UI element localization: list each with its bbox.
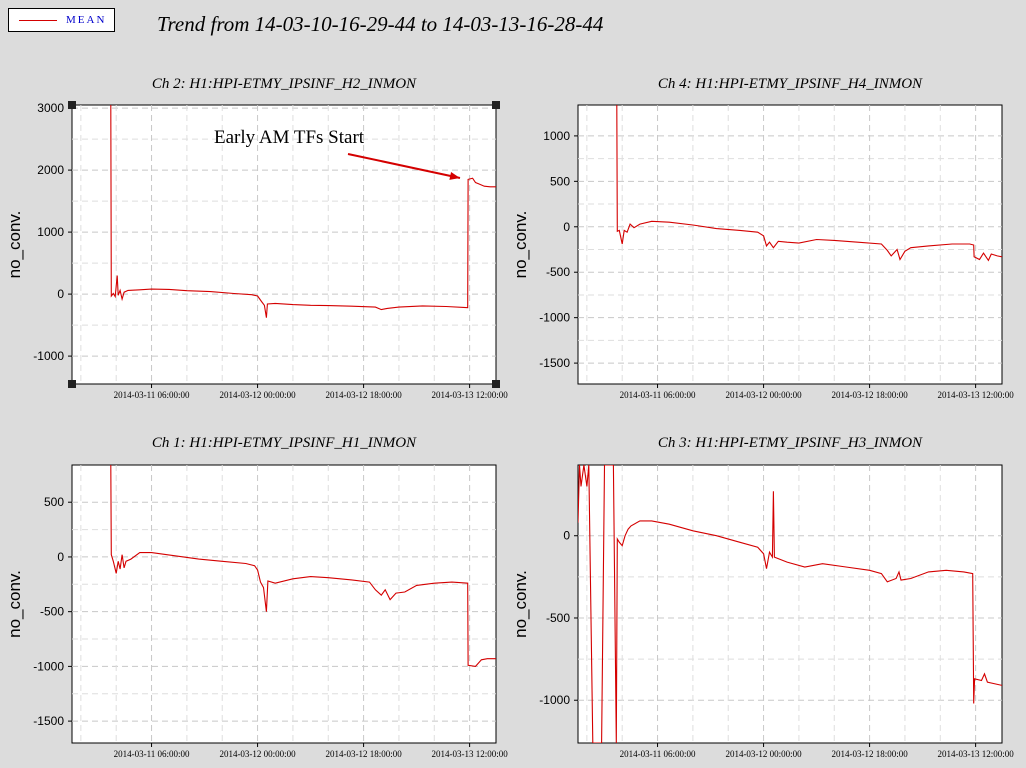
y-tick-label: 0 xyxy=(563,220,570,234)
x-tick-label: 2014-03-13 12:00:00 xyxy=(431,390,508,400)
y-tick-label: -1000 xyxy=(33,349,64,363)
chart-panel-1: Ch 2: H1:HPI-ETMY_IPSINF_H2_INMON no_conv… xyxy=(5,76,508,400)
selection-handle[interactable] xyxy=(492,380,500,388)
x-tick-label: 2014-03-12 00:00:00 xyxy=(725,749,802,759)
x-tick-label: 2014-03-12 18:00:00 xyxy=(325,390,402,400)
y-tick-label: 0 xyxy=(563,529,570,543)
y-tick-label: 1000 xyxy=(37,225,64,239)
legend-line-swatch xyxy=(19,20,57,21)
main-title: Trend from 14-03-10-16-29-44 to 14-03-13… xyxy=(157,12,604,36)
chart-panel-2: Ch 4: H1:HPI-ETMY_IPSINF_H4_INMON no_conv… xyxy=(511,76,1014,400)
x-tick-label: 2014-03-12 18:00:00 xyxy=(831,390,908,400)
legend: MEAN xyxy=(8,8,115,32)
x-tick-label: 2014-03-12 18:00:00 xyxy=(325,749,402,759)
y-axis-label: no_conv. xyxy=(5,211,24,279)
x-tick-label: 2014-03-12 00:00:00 xyxy=(219,390,296,400)
y-tick-label: -1500 xyxy=(539,356,570,370)
x-tick-label: 2014-03-11 06:00:00 xyxy=(620,749,696,759)
chart-title: Ch 1: H1:HPI-ETMY_IPSINF_H1_INMON xyxy=(152,435,417,451)
plot-area xyxy=(71,104,497,385)
x-tick-label: 2014-03-12 18:00:00 xyxy=(831,749,908,759)
annotation-arrowhead xyxy=(449,171,460,180)
y-tick-label: 0 xyxy=(57,550,64,564)
chart-title: Ch 2: H1:HPI-ETMY_IPSINF_H2_INMON xyxy=(152,76,417,92)
y-tick-label: 1000 xyxy=(543,129,570,143)
legend-label: MEAN xyxy=(66,14,107,26)
x-tick-label: 2014-03-13 12:00:00 xyxy=(937,390,1014,400)
y-axis-label: no_conv. xyxy=(511,211,530,279)
x-tick-label: 2014-03-11 06:00:00 xyxy=(620,390,696,400)
y-tick-label: 3000 xyxy=(37,101,64,115)
series-line-mean xyxy=(578,465,1002,743)
y-tick-label: 2000 xyxy=(37,163,64,177)
y-tick-label: -500 xyxy=(546,611,570,625)
plot-area xyxy=(577,464,1003,744)
chart-panel-4: Ch 3: H1:HPI-ETMY_IPSINF_H3_INMON no_conv… xyxy=(511,435,1014,759)
series-line-mean xyxy=(110,105,496,318)
x-tick-label: 2014-03-13 12:00:00 xyxy=(431,749,508,759)
y-tick-label: 500 xyxy=(44,495,64,509)
y-axis-label: no_conv. xyxy=(5,570,24,638)
plot-area xyxy=(577,104,1003,385)
y-tick-label: -500 xyxy=(40,605,64,619)
y-tick-label: -1500 xyxy=(33,714,64,728)
x-tick-label: 2014-03-13 12:00:00 xyxy=(937,749,1014,759)
chart-title: Ch 4: H1:HPI-ETMY_IPSINF_H4_INMON xyxy=(658,76,923,92)
y-tick-label: -1000 xyxy=(33,659,64,673)
plot-area xyxy=(71,464,497,744)
annotation-arrow xyxy=(347,153,461,179)
x-tick-label: 2014-03-12 00:00:00 xyxy=(219,749,296,759)
x-tick-label: 2014-03-11 06:00:00 xyxy=(114,390,190,400)
selection-handle[interactable] xyxy=(492,101,500,109)
y-tick-label: -500 xyxy=(546,265,570,279)
annotation-text: Early AM TFs Start xyxy=(214,127,365,148)
y-tick-label: 500 xyxy=(550,174,570,188)
x-tick-label: 2014-03-12 00:00:00 xyxy=(725,390,802,400)
selection-handle[interactable] xyxy=(68,101,76,109)
series-line-mean xyxy=(616,105,1002,262)
chart-panel-3: Ch 1: H1:HPI-ETMY_IPSINF_H1_INMON no_conv… xyxy=(5,435,508,759)
y-axis-label: no_conv. xyxy=(511,570,530,638)
y-tick-label: -1000 xyxy=(539,693,570,707)
chart-title: Ch 3: H1:HPI-ETMY_IPSINF_H3_INMON xyxy=(658,435,923,451)
y-tick-label: 0 xyxy=(57,287,64,301)
y-tick-label: -1000 xyxy=(539,311,570,325)
selection-handle[interactable] xyxy=(68,380,76,388)
x-tick-label: 2014-03-11 06:00:00 xyxy=(114,749,190,759)
series-line-mean xyxy=(110,465,496,667)
